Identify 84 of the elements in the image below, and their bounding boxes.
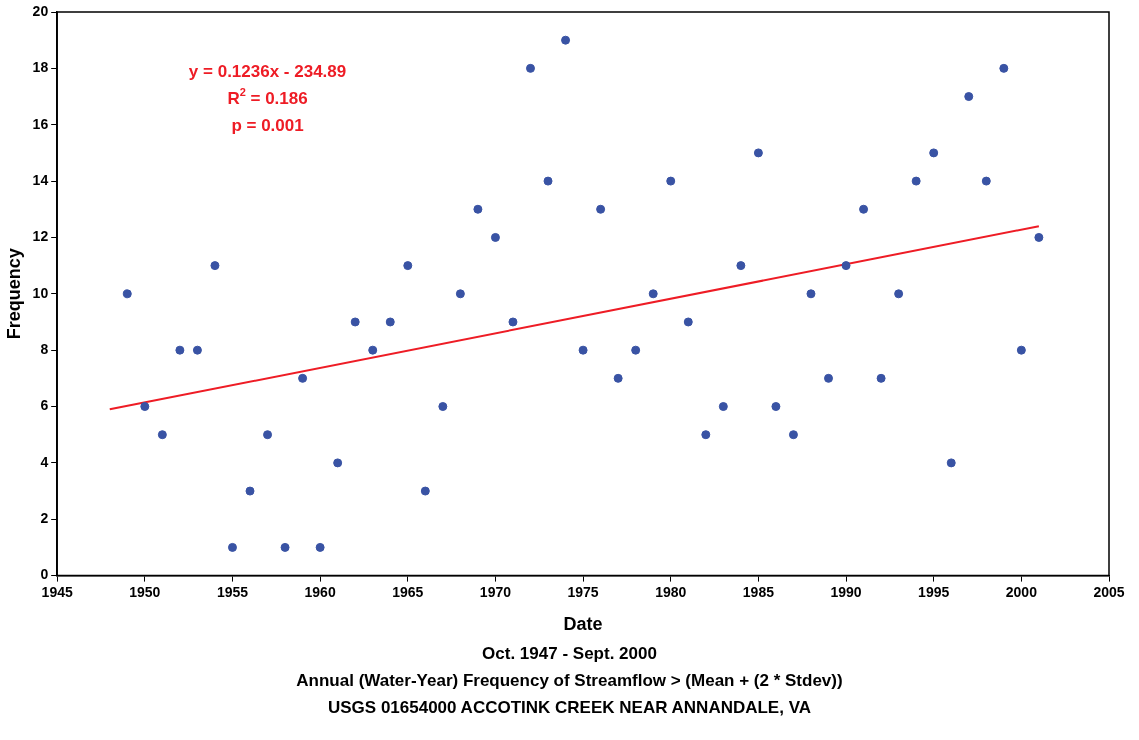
x-tick-label: 1980 (655, 583, 687, 600)
point (263, 430, 273, 440)
y-tick-label: 12 (32, 228, 49, 245)
annotation: p = 0.001 (231, 115, 304, 135)
point (929, 148, 939, 158)
y-tick-label: 8 (40, 341, 49, 358)
point (753, 148, 763, 158)
point (438, 402, 448, 412)
point (227, 542, 237, 552)
y-tick-label: 20 (32, 2, 49, 19)
point (210, 261, 220, 271)
point (981, 176, 991, 186)
text: USGS 01654000 ACCOTINK CREEK NEAR ANNANDALE, VA (327, 697, 812, 719)
point (613, 373, 623, 383)
point (420, 486, 430, 496)
x-tick-label: 1985 (742, 583, 775, 600)
text: Annual (Water-Year) Frequency of Streamflow > (Mean + (2 * Stdev)) (295, 670, 844, 692)
point (561, 35, 571, 45)
point (596, 204, 606, 214)
point (648, 289, 658, 299)
point (718, 402, 728, 412)
point (245, 486, 255, 496)
point (473, 204, 483, 214)
point (894, 289, 904, 299)
point (788, 430, 798, 440)
x-axis-title: Date (563, 614, 603, 635)
point (543, 176, 553, 186)
point (122, 289, 132, 299)
point (876, 373, 886, 383)
point (1034, 232, 1044, 242)
y-axis-title: Frequency (3, 248, 24, 340)
point (315, 542, 325, 552)
x-tick-label: 2005 (1093, 583, 1125, 600)
y-tick-label: 10 (32, 284, 49, 301)
point (490, 232, 500, 242)
point (1016, 345, 1026, 355)
point (859, 204, 869, 214)
point (701, 430, 711, 440)
y-tick-label: 18 (32, 59, 49, 76)
point (771, 402, 781, 412)
point (946, 458, 956, 468)
point (350, 317, 360, 327)
x-tick-label: 2000 (1005, 583, 1038, 600)
x-tick-label: 1975 (567, 583, 599, 600)
point (508, 317, 518, 327)
point (666, 176, 676, 186)
point (841, 261, 851, 271)
point (157, 430, 167, 440)
y-tick-label: 4 (40, 453, 49, 470)
x-tick-label: 1955 (216, 583, 249, 600)
point (999, 63, 1009, 73)
x-tick-label: 1970 (479, 583, 512, 600)
x-tick-label: 1965 (392, 583, 424, 600)
x-tick-label: 1995 (918, 583, 950, 600)
y-tick-label: 14 (32, 171, 49, 188)
point (631, 345, 641, 355)
point (298, 373, 308, 383)
point (911, 176, 921, 186)
point (403, 261, 413, 271)
point (385, 317, 395, 327)
point (192, 345, 202, 355)
annotation: y = 0.1236x - 234.89 (188, 61, 347, 81)
point (140, 402, 150, 412)
point (578, 345, 588, 355)
y-tick-label: 0 (40, 566, 49, 583)
point (736, 261, 746, 271)
point (526, 63, 535, 73)
point (824, 373, 834, 383)
x-tick-label: 1990 (830, 583, 862, 600)
point (806, 289, 816, 299)
text: Oct. 1947 - Sept. 2000 (481, 643, 658, 665)
y-tick-label: 16 (32, 115, 49, 132)
y-tick-label: 2 (40, 510, 49, 527)
x-tick-label: 1950 (129, 583, 161, 600)
point (964, 92, 974, 102)
point (455, 289, 465, 299)
point (368, 345, 378, 355)
point (333, 458, 343, 468)
point (280, 542, 290, 552)
point (175, 345, 185, 355)
point (683, 317, 693, 327)
x-tick-label: 1945 (41, 583, 73, 600)
x-tick-label: 1960 (304, 583, 336, 600)
y-tick-label: 6 (40, 397, 49, 414)
